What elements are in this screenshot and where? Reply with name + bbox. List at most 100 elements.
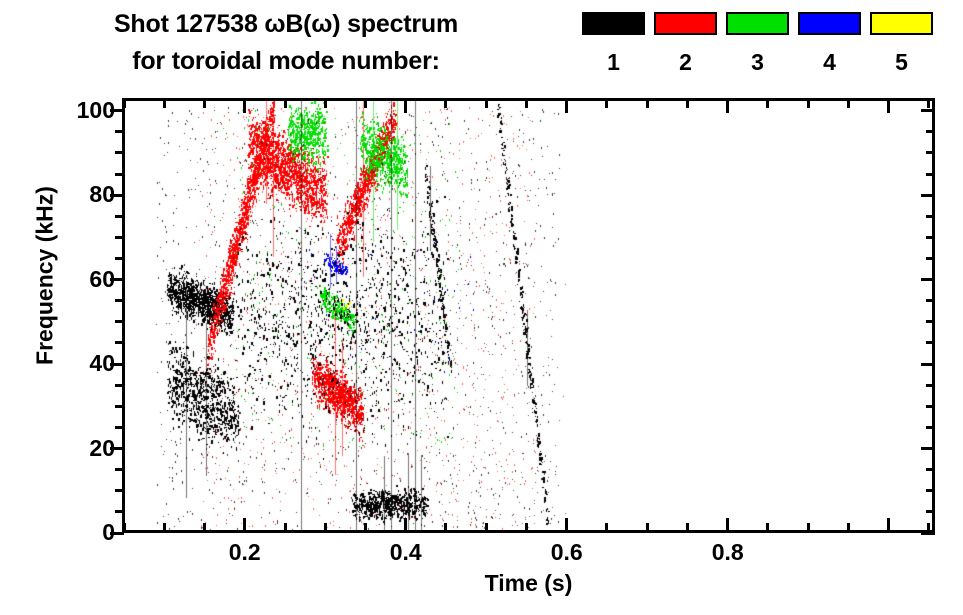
top-axis-line [122, 98, 935, 101]
y-tick [115, 235, 124, 239]
x-tick-top [524, 98, 528, 108]
spectrogram-canvas [125, 101, 932, 530]
x-tick-top [203, 98, 206, 108]
x-tick-top [444, 98, 448, 108]
y-tick-right [926, 510, 935, 514]
y-tick-label-20: 20 [89, 434, 115, 461]
legend-swatch-mode-3 [726, 12, 789, 35]
y-tick-label-80: 80 [89, 181, 115, 208]
y-tick [115, 341, 124, 345]
x-tick-top [323, 98, 327, 108]
y-tick [115, 468, 124, 472]
x-tick [243, 518, 247, 533]
y-tick [115, 130, 124, 134]
legend-swatch-mode-5 [870, 12, 933, 35]
x-tick-top [283, 98, 287, 108]
x-tick [404, 518, 408, 533]
y-tick [110, 278, 124, 282]
x-tick-label-0.4: 0.4 [389, 539, 422, 565]
y-tick [110, 109, 124, 113]
x-tick [323, 523, 327, 533]
y-tick-right [921, 109, 935, 113]
y-tick [115, 425, 124, 429]
y-tick-right [921, 362, 935, 366]
x-tick-top [645, 98, 649, 108]
x-tick-top [484, 98, 488, 108]
x-tick [444, 523, 448, 533]
x-tick-top [243, 98, 247, 113]
legend-label-mode-2: 2 [679, 49, 692, 75]
y-axis-line [122, 98, 125, 533]
x-tick [605, 523, 609, 533]
x-tick [846, 523, 850, 533]
legend-label-mode-5: 5 [895, 49, 908, 75]
x-tick [122, 523, 126, 533]
y-tick-right [921, 193, 935, 197]
figure-title: Shot 127538 ωB(ω) spectrum for toroidal … [0, 6, 572, 80]
x-tick [645, 523, 649, 533]
legend-item-mode-3[interactable]: 3 [726, 12, 789, 74]
y-tick [110, 531, 124, 535]
y-tick-right [926, 172, 935, 176]
x-tick-top [806, 98, 810, 108]
x-tick [565, 518, 569, 533]
y-tick-label-60: 60 [89, 265, 115, 292]
y-tick [115, 510, 124, 514]
x-tick-label-0.8: 0.8 [711, 539, 744, 565]
legend-item-mode-1[interactable]: 1 [582, 12, 645, 74]
x-tick-top [726, 98, 730, 113]
x-tick [806, 523, 810, 533]
x-tick-top [685, 98, 689, 108]
legend-swatch-mode-2 [654, 12, 717, 35]
y-tick-right [926, 425, 935, 429]
x-tick-top [605, 98, 609, 108]
legend: 1 2 3 4 5 [582, 12, 942, 84]
legend-item-mode-2[interactable]: 2 [654, 12, 717, 74]
legend-label-mode-1: 1 [607, 49, 620, 75]
title-line-1: Shot 127538 ωB(ω) spectrum [113, 10, 459, 38]
y-tick-right [926, 130, 935, 134]
y-tick-right [926, 214, 935, 218]
x-tick-label-0.6: 0.6 [550, 539, 583, 565]
x-tick [726, 518, 730, 533]
y-tick-right [921, 447, 935, 451]
plot-area: 0 20 40 60 80 100 0.2 0.4 0.6 0.8 [77, 98, 935, 564]
x-tick-top [363, 98, 367, 108]
x-tick [283, 523, 287, 533]
y-tick [115, 151, 124, 155]
x-tick [927, 523, 931, 533]
y-tick [115, 299, 124, 303]
x-tick-top [404, 98, 408, 113]
legend-item-mode-4[interactable]: 4 [798, 12, 861, 74]
x-tick-top [766, 98, 770, 108]
y-tick-label-100: 100 [76, 96, 115, 123]
x-tick-top [162, 98, 166, 108]
y-tick-right [926, 489, 935, 493]
y-tick-right [926, 299, 935, 303]
y-tick [115, 256, 124, 260]
y-tick-right [926, 235, 935, 239]
y-tick [115, 404, 124, 408]
legend-item-mode-5[interactable]: 5 [870, 12, 933, 74]
y-tick-right [926, 320, 935, 324]
title-line-2: for toroidal mode number: [132, 47, 440, 75]
x-tick [203, 523, 206, 533]
y-tick [115, 214, 124, 218]
y-tick-right [926, 383, 935, 387]
x-tick-top [565, 98, 569, 113]
spectrogram-canvas-wrap [125, 101, 932, 530]
x-tick-top [122, 98, 126, 108]
x-tick-top [887, 98, 891, 113]
legend-label-mode-3: 3 [751, 49, 764, 75]
x-tick [766, 523, 770, 533]
y-tick [115, 320, 124, 324]
x-tick [887, 518, 891, 533]
y-tick-right [926, 468, 935, 472]
x-tick [162, 523, 166, 533]
y-tick [110, 447, 124, 451]
y-tick [115, 489, 124, 493]
x-tick [685, 523, 689, 533]
y-tick-label-40: 40 [89, 350, 115, 377]
y-tick-right [921, 278, 935, 282]
